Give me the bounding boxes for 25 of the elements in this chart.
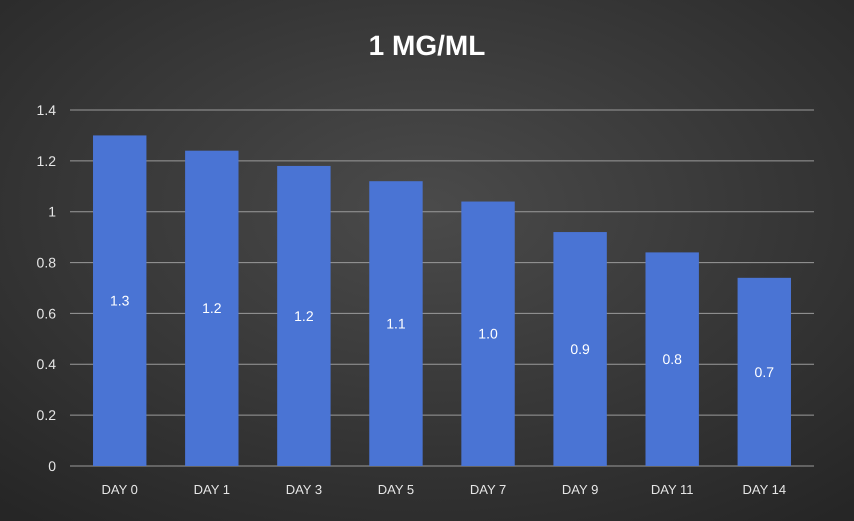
y-tick-label: 0.4	[36, 356, 56, 372]
y-tick-label: 1.4	[36, 102, 56, 118]
data-label: 0.7	[754, 364, 774, 380]
data-label: 0.8	[662, 351, 682, 368]
x-tick-label: DAY 14	[742, 482, 786, 497]
data-label: 1.2	[294, 308, 314, 324]
x-tick-label: DAY 3	[286, 482, 322, 497]
x-tick-label: DAY 5	[378, 482, 414, 497]
x-tick-label: DAY 7	[470, 482, 506, 497]
x-tick-label: DAY 9	[562, 482, 598, 497]
data-label: 1.1	[386, 316, 406, 332]
y-tick-label: 0	[48, 458, 56, 474]
data-label: 0.9	[570, 340, 590, 357]
chart-title: 1 MG/ML	[368, 30, 486, 61]
data-label: 1.2	[202, 300, 222, 316]
y-tick-label: 0.6	[36, 305, 56, 322]
y-tick-label: 1.2	[36, 152, 56, 169]
x-tick-label: DAY 0	[102, 482, 138, 497]
data-label: 1.3	[110, 292, 130, 309]
y-tick-label: 0.8	[36, 254, 56, 270]
y-tick-label: 0.2	[36, 407, 56, 424]
data-label: 1.0	[478, 326, 498, 342]
x-tick-label: DAY 11	[650, 482, 694, 497]
x-tick-label: DAY 1	[194, 482, 230, 497]
y-tick-label: 1	[48, 204, 56, 220]
